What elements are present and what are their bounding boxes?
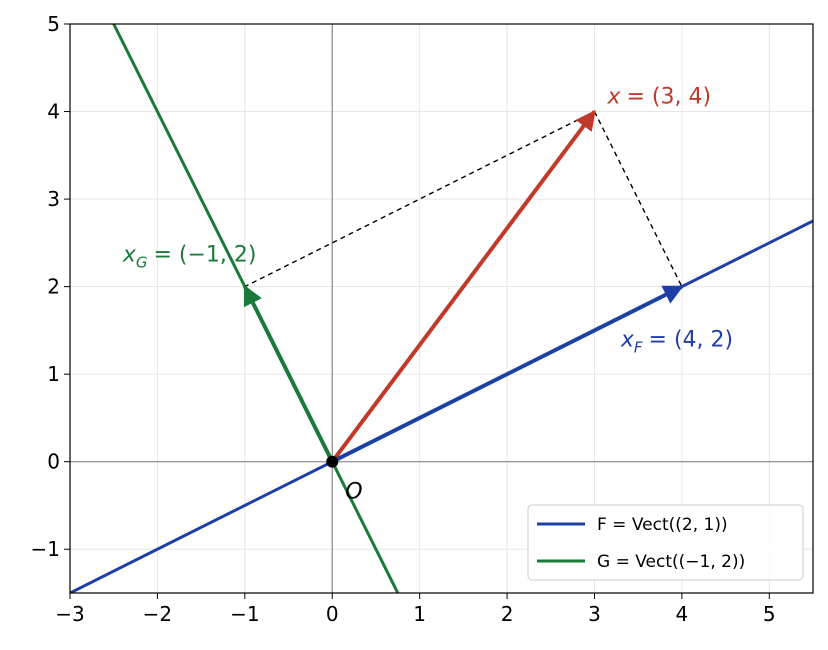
legend-label: G = Vect((−1, 2)) — [597, 552, 745, 572]
x-tick-label: −3 — [55, 602, 84, 626]
vector-text: = (−1, 2) — [153, 243, 256, 268]
vector-arrow — [243, 284, 335, 463]
y-tick-label: 5 — [47, 12, 60, 36]
y-tick-label: 0 — [47, 450, 60, 474]
projection-dash — [244, 110, 595, 288]
y-tick-label: 4 — [47, 100, 60, 124]
origin-label: O — [345, 480, 362, 505]
y-tick-label: 1 — [47, 362, 60, 386]
projection-dash — [593, 111, 683, 287]
y-tick-label: 3 — [47, 187, 60, 211]
vector-label: xG = (−1, 2) — [122, 243, 257, 272]
x-tick-label: −2 — [143, 602, 172, 626]
x-tick-label: 4 — [676, 602, 689, 626]
vector-label: xF = (4, 2) — [620, 328, 733, 357]
x-tick-label: 1 — [413, 602, 426, 626]
plot-frame — [69, 23, 814, 594]
vector-subscript: F — [634, 339, 643, 357]
vector-symbol: x — [620, 328, 635, 353]
x-tick-label: 0 — [326, 602, 339, 626]
vector-subscript: G — [136, 254, 148, 272]
y-tick-label: 2 — [47, 275, 60, 299]
x-tick-label: 3 — [588, 602, 601, 626]
vector-label: x = (3, 4) — [606, 85, 711, 110]
origin-point — [326, 455, 339, 468]
x-tick-label: 2 — [501, 602, 514, 626]
vector-text: = (3, 4) — [627, 85, 712, 110]
legend-box — [527, 504, 804, 581]
vector-symbol: x — [122, 243, 137, 268]
x-tick-label: 5 — [763, 602, 776, 626]
vector-arrow — [331, 284, 684, 464]
vector-symbol: x — [606, 85, 621, 110]
x-tick-label: −1 — [230, 602, 259, 626]
legend-label: F = Vect((2, 1)) — [597, 515, 728, 535]
vector-arrow — [330, 109, 597, 463]
vector-text: = (4, 2) — [649, 328, 734, 353]
y-tick-label: −1 — [31, 537, 60, 561]
